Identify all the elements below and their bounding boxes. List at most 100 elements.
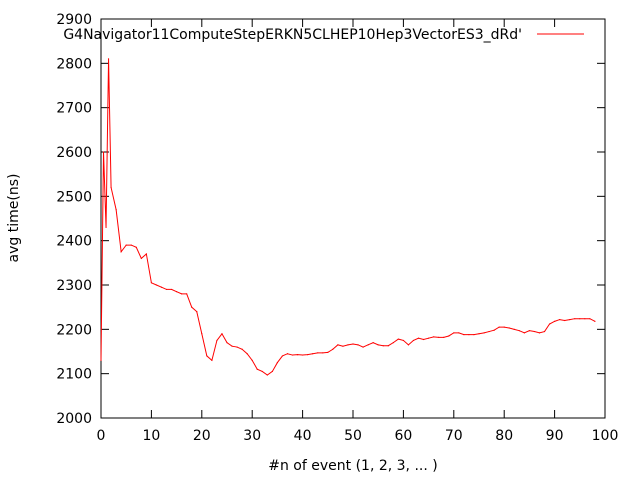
data-point: [201, 333, 203, 335]
data-point: [569, 318, 571, 321]
data-point: [120, 251, 122, 253]
data-point: [589, 318, 591, 320]
data-point: [312, 353, 314, 355]
data-point: [402, 339, 404, 342]
data-point: [291, 354, 294, 356]
data-point: [443, 336, 445, 338]
data-point: [407, 344, 410, 346]
data-point: [140, 257, 142, 259]
data-point: [236, 346, 238, 348]
y-tick-label: 2300: [56, 278, 92, 294]
x-tick-label: 0: [97, 428, 106, 444]
data-point: [216, 339, 218, 342]
y-tick-label: 2200: [56, 322, 92, 338]
data-point: [337, 344, 339, 346]
x-tick-label: 50: [344, 428, 362, 444]
y-tick-label: 2800: [56, 56, 92, 72]
data-point: [160, 286, 163, 288]
data-point: [135, 246, 137, 248]
data-point: [528, 330, 531, 332]
series-layer: [100, 58, 596, 376]
data-point: [271, 370, 273, 373]
data-point: [594, 320, 596, 322]
x-tick-label: 90: [546, 428, 564, 444]
x-tick-label: 70: [445, 428, 463, 444]
y-tick-label: 2100: [56, 367, 92, 383]
data-point: [559, 318, 561, 321]
data-point: [317, 352, 319, 354]
data-point: [392, 342, 394, 344]
data-point: [372, 342, 374, 344]
data-point: [428, 337, 430, 339]
data-point: [302, 354, 304, 356]
data-point: [100, 359, 102, 361]
data-point: [387, 345, 389, 347]
x-tick-label: 40: [294, 428, 312, 444]
data-point: [296, 354, 299, 356]
data-point: [513, 328, 515, 330]
data-point: [579, 318, 581, 320]
data-point: [518, 330, 520, 332]
data-point: [286, 353, 289, 355]
data-point: [352, 343, 354, 345]
y-tick-label: 2500: [56, 189, 92, 205]
data-point: [155, 284, 158, 286]
legend: G4Navigator11ComputeStepERKN5CLHEP10Hep3…: [63, 27, 584, 43]
data-point: [145, 253, 147, 255]
data-point: [508, 327, 510, 329]
data-point: [463, 334, 465, 336]
x-tick-label: 80: [495, 428, 513, 444]
data-point: [548, 323, 551, 325]
data-point: [422, 338, 425, 341]
data-point: [543, 330, 546, 333]
data-point: [473, 334, 475, 336]
data-point: [107, 58, 110, 60]
data-point: [281, 355, 284, 357]
data-point: [241, 348, 243, 350]
y-axis-title: avg time(ns): [6, 174, 22, 263]
tick-labels: 0 10 20 30 40 50 60 70 80 90 100 2000 2100 2200 2300 24…: [56, 12, 618, 444]
y-tick-label: 2700: [56, 101, 92, 117]
data-point: [170, 288, 173, 291]
y-tick-label: 2400: [56, 234, 92, 250]
data-point: [382, 345, 384, 347]
data-point: [110, 186, 112, 189]
data-point: [362, 346, 364, 348]
data-point: [231, 345, 233, 347]
data-point: [125, 244, 127, 246]
x-tick-label: 10: [142, 428, 160, 444]
data-point: [105, 226, 107, 228]
data-point: [246, 353, 248, 355]
data-point: [357, 344, 359, 346]
data-point: [453, 332, 455, 334]
y-tick-label: 2600: [56, 145, 92, 161]
data-point: [468, 334, 470, 336]
data-point: [417, 337, 420, 339]
data-point: [165, 288, 168, 291]
data-point: [498, 326, 500, 328]
data-point: [478, 333, 480, 335]
data-point: [226, 342, 228, 344]
data-point: [102, 151, 105, 153]
data-point: [574, 318, 576, 320]
data-point: [322, 352, 324, 354]
x-tick-label: 30: [243, 428, 261, 444]
data-point: [266, 374, 268, 376]
data-point: [538, 332, 541, 334]
data-point: [564, 319, 566, 322]
data-point: [488, 330, 490, 333]
x-tick-label: 60: [394, 428, 412, 444]
data-point: [433, 336, 435, 338]
data-point: [196, 311, 198, 313]
data-point: [438, 336, 440, 338]
data-point: [256, 368, 258, 370]
data-point: [307, 354, 309, 356]
x-tick-label: 100: [592, 428, 619, 444]
data-point: [503, 326, 505, 328]
data-point: [206, 355, 208, 357]
data-point: [191, 306, 193, 308]
data-point: [186, 293, 188, 295]
data-point: [377, 344, 379, 346]
data-point: [276, 361, 278, 364]
